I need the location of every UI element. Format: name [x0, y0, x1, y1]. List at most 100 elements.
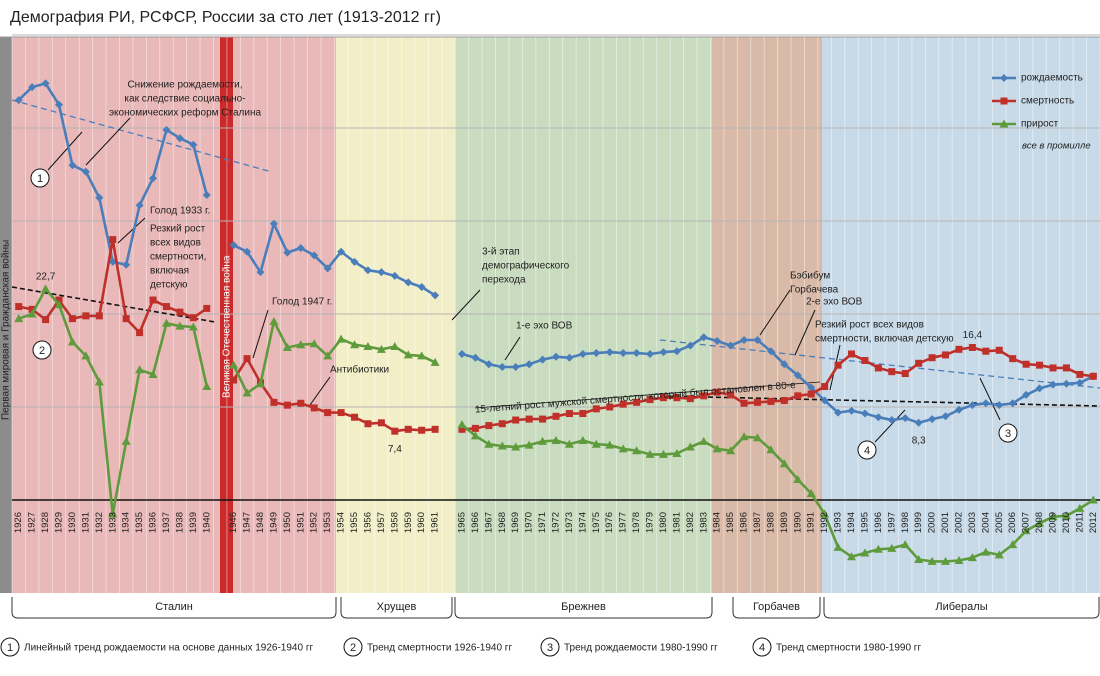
footnote-text: Линейный тренд рождаемости на основе дан… [24, 643, 313, 654]
data-point [202, 382, 212, 391]
data-point [619, 349, 628, 358]
data-point [68, 161, 77, 170]
data-point [779, 459, 789, 468]
data-point [632, 349, 641, 358]
x-tick-label: 1956 [362, 512, 373, 533]
annotation: как следствие социально- [124, 94, 245, 105]
war-band [220, 37, 233, 593]
period-bracket [823, 597, 1100, 619]
x-tick-label: 1990 [792, 512, 803, 533]
data-point [713, 336, 722, 345]
x-tick-label: 1938 [174, 512, 185, 533]
data-point [81, 351, 91, 360]
data-point [337, 409, 345, 417]
data-point [149, 296, 157, 304]
marker-circle [32, 340, 52, 360]
arrow-line [474, 381, 821, 409]
data-point [109, 236, 117, 244]
data-point [915, 359, 923, 367]
data-point [753, 398, 761, 406]
x-tick-label: 1981 [671, 512, 682, 533]
data-point [95, 312, 103, 320]
annotation: детскую [150, 280, 188, 291]
data-point [672, 449, 682, 457]
data-point [270, 398, 278, 406]
footnote-circle [0, 637, 20, 657]
data-point [941, 412, 950, 421]
x-tick-label: 1984 [712, 512, 723, 533]
data-point [230, 376, 238, 384]
data-point [766, 347, 775, 356]
data-point [592, 405, 600, 413]
x-tick-label: 2009 [1048, 512, 1059, 533]
data-point [1035, 384, 1044, 393]
period-label: Горбачев [753, 601, 800, 613]
data-point [1062, 364, 1070, 372]
data-point [995, 346, 1003, 354]
period-bracket [340, 597, 453, 619]
data-point [591, 439, 601, 448]
data-point [14, 96, 23, 105]
x-tick-label: 1954 [336, 512, 347, 533]
backgrounds [0, 36, 1100, 593]
annotation: демографического [482, 260, 570, 272]
x-tick-label: 1978 [631, 512, 642, 533]
data-point [42, 316, 50, 324]
footnote-text: Тренд рождаемости 1980-1990 гг [564, 643, 718, 654]
data-point [269, 219, 278, 228]
data-point [860, 548, 870, 557]
period-label: Сталин [155, 601, 193, 613]
data-point [391, 427, 399, 435]
data-point [700, 392, 708, 400]
data-point [632, 446, 642, 455]
data-point [780, 396, 788, 404]
data-point [686, 341, 695, 350]
data-point [712, 444, 722, 453]
data-point [794, 392, 802, 400]
x-tick-label: 1982 [685, 512, 696, 533]
data-point [605, 348, 614, 357]
data-point [376, 344, 386, 353]
legend-label: прирост [1021, 119, 1059, 130]
data-point [256, 268, 265, 277]
annotation: Горбачева [790, 284, 839, 296]
data-point [404, 425, 412, 433]
war-label: Первая мировая и Гражданская войны [1, 240, 12, 420]
annotation: 3-й этап [482, 247, 520, 258]
data-point [861, 357, 869, 364]
period-bracket [732, 597, 821, 619]
data-point [820, 396, 829, 405]
data-point [162, 125, 171, 134]
x-tick-label: 1948 [255, 512, 266, 533]
data-point [1009, 355, 1017, 363]
data-point [431, 291, 440, 300]
x-tick-label: 1929 [54, 512, 65, 533]
data-point [672, 347, 681, 356]
data-point [189, 314, 197, 322]
war-label: Великая Отечественная война [222, 255, 233, 398]
data-point [968, 343, 976, 351]
data-point [323, 264, 332, 273]
x-tick-label: 1975 [591, 512, 602, 533]
data-point [161, 318, 171, 327]
period-label: Хрущев [377, 601, 417, 613]
data-point [135, 365, 145, 374]
x-tick-label: 2001 [940, 512, 951, 533]
annotation: смертности, [150, 252, 206, 263]
data-point [149, 174, 158, 183]
data-point [645, 449, 655, 458]
data-point [766, 445, 776, 454]
x-tick-label: 1997 [886, 512, 897, 533]
data-point [296, 340, 306, 349]
footnote-number: 4 [759, 642, 765, 654]
data-point [820, 509, 830, 518]
data-point [606, 403, 614, 411]
period-band [822, 37, 1100, 593]
x-tick-label: 2005 [994, 512, 1005, 533]
marker-number: 4 [864, 445, 870, 457]
data-point [981, 547, 991, 556]
period-band [712, 37, 822, 593]
data-point [135, 201, 144, 210]
data-point [928, 354, 936, 362]
